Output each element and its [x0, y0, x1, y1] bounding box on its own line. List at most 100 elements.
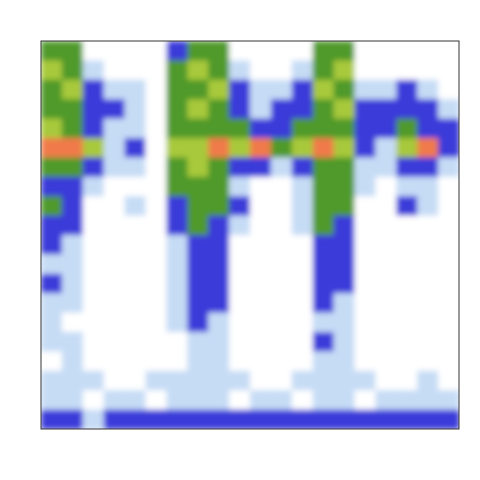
heat-cell: [208, 60, 230, 81]
heat-cell: [396, 176, 418, 197]
heat-cell: [208, 41, 230, 61]
heat-cell: [270, 99, 293, 120]
heat-cell: [270, 332, 293, 352]
heat-cell: [82, 157, 105, 178]
heat-cell: [41, 409, 63, 429]
heat-cell: [187, 196, 209, 217]
heat-cell: [375, 79, 397, 100]
heat-cell: [103, 332, 126, 352]
heat-cell: [354, 215, 376, 236]
heat-cell: [145, 79, 167, 100]
heat-cell: [396, 293, 418, 314]
heat-cell: [417, 409, 439, 429]
heat-cell: [208, 332, 230, 352]
heat-cell: [166, 351, 188, 372]
heat-cell: [417, 273, 439, 294]
heat-cell: [82, 273, 105, 294]
heat-cell: [291, 273, 314, 294]
heat-cell: [375, 196, 397, 217]
heat-cell: [354, 196, 376, 217]
heat-cell: [208, 99, 230, 120]
heat-cell: [208, 157, 230, 178]
heat-cell: [41, 273, 63, 294]
heat-cell: [229, 196, 251, 217]
heat-cell: [124, 370, 146, 391]
heat-cell: [61, 118, 84, 139]
heat-cell: [438, 332, 459, 352]
heat-cell: [41, 176, 63, 197]
heat-cell: [229, 293, 251, 314]
heat-cell: [208, 79, 230, 100]
heat-cell: [124, 332, 146, 352]
heat-cell: [312, 60, 335, 81]
heat-cell: [145, 312, 167, 333]
heat-cell: [375, 390, 397, 411]
heat-cell: [103, 118, 126, 139]
heat-cell: [41, 312, 63, 333]
heat-cell: [82, 235, 105, 255]
heat-cell: [333, 176, 355, 197]
heat-cell: [124, 118, 146, 139]
heat-cell: [61, 99, 84, 120]
heat-cell: [270, 235, 293, 255]
heat-cell: [396, 254, 418, 275]
heat-cell: [145, 254, 167, 275]
heat-cell: [438, 351, 459, 372]
heat-cell: [250, 390, 272, 411]
plot-frame: [40, 40, 460, 430]
heat-cell: [41, 41, 63, 61]
heat-cell: [270, 351, 293, 372]
heat-cell: [103, 370, 126, 391]
heat-cell: [187, 254, 209, 275]
heat-cell: [124, 254, 146, 275]
heat-cell: [41, 254, 63, 275]
heat-cell: [250, 99, 272, 120]
heat-cell: [333, 79, 355, 100]
heat-cell: [270, 176, 293, 197]
heat-cell: [354, 351, 376, 372]
heat-cell: [291, 99, 314, 120]
heat-cell: [103, 409, 126, 429]
heat-cell: [229, 118, 251, 139]
heat-cell: [166, 99, 188, 120]
heat-cell: [312, 351, 335, 372]
heat-cell: [291, 370, 314, 391]
heat-cell: [312, 409, 335, 429]
heat-cell: [250, 196, 272, 217]
heat-cell: [291, 332, 314, 352]
heat-cell: [208, 409, 230, 429]
heat-cell: [396, 351, 418, 372]
heat-cell: [229, 273, 251, 294]
heat-cell: [229, 60, 251, 81]
heat-cell: [396, 118, 418, 139]
heat-cell: [166, 118, 188, 139]
heat-cell: [375, 351, 397, 372]
heat-cell: [166, 60, 188, 81]
heat-cell: [166, 293, 188, 314]
heat-cell: [438, 196, 459, 217]
heat-cell: [229, 312, 251, 333]
heat-cell: [145, 60, 167, 81]
heat-cell: [417, 118, 439, 139]
heat-cell: [438, 215, 459, 236]
heat-cell: [438, 390, 459, 411]
heat-cell: [61, 138, 84, 158]
heat-cell: [41, 235, 63, 255]
heat-cell: [61, 254, 84, 275]
heat-cell: [82, 293, 105, 314]
heat-cell: [250, 41, 272, 61]
heat-cell: [250, 370, 272, 391]
heat-cell: [312, 79, 335, 100]
heat-cell: [438, 254, 459, 275]
heat-cell: [82, 409, 105, 429]
heat-cell: [166, 79, 188, 100]
heat-cell: [229, 157, 251, 178]
heat-cell: [229, 390, 251, 411]
heat-cell: [187, 60, 209, 81]
heat-cell: [375, 332, 397, 352]
heat-cell: [291, 409, 314, 429]
heat-cell: [417, 215, 439, 236]
heat-cell: [270, 409, 293, 429]
heat-cell: [82, 176, 105, 197]
